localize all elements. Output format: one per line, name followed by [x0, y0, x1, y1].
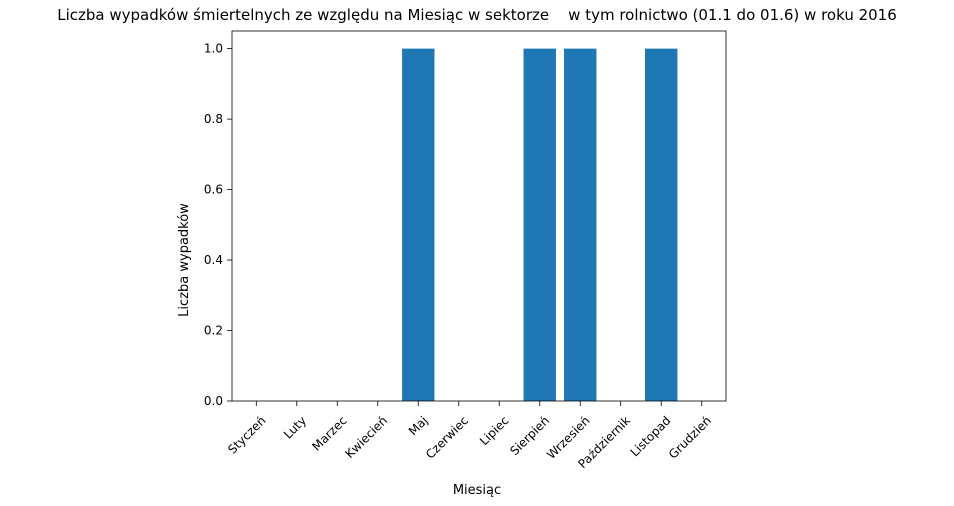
x-tick-label: Marzec: [309, 413, 349, 453]
chart-title: Liczba wypadków śmiertelnych ze względu …: [57, 6, 897, 24]
x-tick-label: Lipiec: [477, 413, 512, 448]
y-axis-label: Liczba wypadków: [177, 203, 192, 317]
x-axis-label: Miesiąc: [453, 483, 501, 498]
y-tick-label: 0.6: [204, 183, 223, 197]
bar-listopad: [645, 48, 678, 402]
x-tick-label: Czerwiec: [423, 413, 471, 461]
y-tick-label: 0.2: [204, 324, 223, 338]
y-tick-label: 0.8: [204, 112, 223, 126]
y-tick-label: 0.4: [204, 253, 223, 267]
x-tick-label: Styczeń: [225, 413, 268, 456]
x-tick-label: Maj: [406, 413, 431, 438]
plot-frame: [231, 30, 727, 402]
bar-wrzesień: [564, 48, 597, 402]
bar-maj: [402, 48, 435, 402]
plot-area: 0.0 0.2 0.4 0.6 0.8 1.0 Styczeń Luty MarzecKwiec…: [204, 30, 727, 471]
y-tick-label: 0.0: [204, 394, 223, 408]
y-tick-label: 1.0: [204, 42, 223, 56]
bar-sierpień: [523, 48, 556, 402]
x-tick-label: Grudzień: [666, 413, 714, 461]
x-tick-label: Luty: [281, 413, 309, 441]
x-tick-label: Kwiecień: [343, 413, 391, 461]
